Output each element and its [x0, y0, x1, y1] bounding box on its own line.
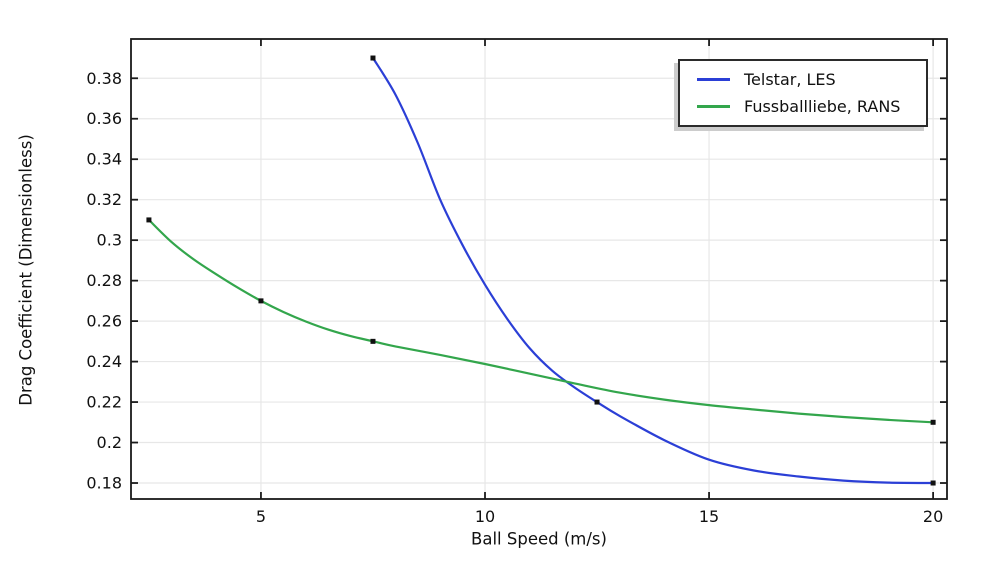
tick-marks: [131, 39, 947, 499]
svg-text:0.32: 0.32: [86, 190, 122, 209]
fussballliebe-line-swatch: [697, 105, 730, 108]
series-markers-0: [370, 55, 936, 486]
svg-text:0.22: 0.22: [86, 393, 122, 412]
svg-text:0.36: 0.36: [86, 109, 122, 128]
series-markers-1: [146, 217, 936, 425]
y-axis-title: Drag Coefficient (Dimensionless): [16, 134, 36, 406]
series-line-0: [371, 56, 935, 485]
legend-item-fussballliebe: Fussballliebe, RANS: [697, 96, 926, 118]
svg-text:20: 20: [923, 507, 943, 526]
svg-text:15: 15: [699, 507, 719, 526]
legend-label-telstar: Telstar, LES: [744, 70, 836, 89]
svg-text:0.26: 0.26: [86, 312, 122, 331]
svg-text:0.3: 0.3: [97, 231, 122, 250]
x-axis-title: Ball Speed (m/s): [471, 529, 607, 549]
svg-text:0.34: 0.34: [86, 150, 122, 169]
svg-text:0.2: 0.2: [97, 433, 122, 452]
svg-text:0.28: 0.28: [86, 271, 122, 290]
svg-text:0.38: 0.38: [86, 69, 122, 88]
legend: Telstar, LES Fussballliebe, RANS: [678, 59, 928, 127]
x-tick-labels: 5 10 15 20: [256, 507, 943, 526]
y-tick-labels: 0.18 0.2 0.22 0.24 0.26 0.28 0.3 0.32 0.34 0.36 0.…: [86, 69, 122, 493]
svg-text:10: 10: [475, 507, 495, 526]
legend-label-fussballliebe: Fussballliebe, RANS: [744, 97, 901, 116]
plot-border: [130, 38, 948, 500]
telstar-line-swatch: [697, 78, 730, 81]
svg-text:5: 5: [256, 507, 266, 526]
svg-text:0.24: 0.24: [86, 352, 122, 371]
svg-text:0.18: 0.18: [86, 474, 122, 493]
legend-item-telstar: Telstar, LES: [697, 69, 926, 91]
series-line-1: [147, 218, 935, 424]
